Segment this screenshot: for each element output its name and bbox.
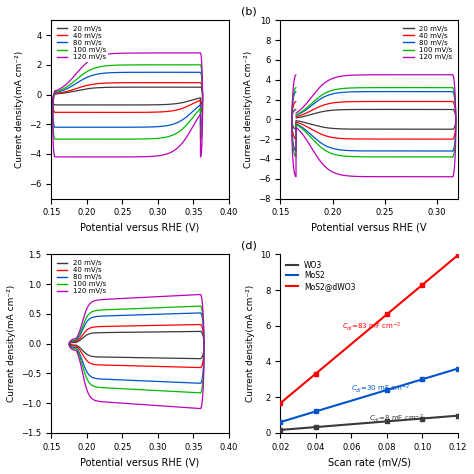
MoS2@dWO3 — [276, 401, 282, 407]
MoS2@dWO3 — [305, 377, 310, 383]
Y-axis label: Current density(mA cm⁻²): Current density(mA cm⁻²) — [244, 51, 253, 168]
MoS2@dWO3 — [447, 259, 453, 264]
MoS2 — [281, 419, 286, 424]
MoS2@dWO3 — [454, 253, 460, 259]
Line: MoS2@dWO3: MoS2@dWO3 — [272, 248, 467, 410]
MoS2@dWO3 — [464, 245, 470, 251]
WO3 — [281, 427, 286, 433]
WO3 — [269, 428, 274, 434]
MoS2 — [276, 419, 282, 425]
MoS2 — [447, 368, 453, 374]
MoS2 — [320, 406, 326, 412]
X-axis label: Scan rate (mV/S): Scan rate (mV/S) — [328, 457, 410, 467]
Legend: 20 mV/s, 40 mV/s, 80 mV/s, 100 mV/s, 120 mV/s: 20 mV/s, 40 mV/s, 80 mV/s, 100 mV/s, 120… — [401, 24, 455, 62]
Text: (b): (b) — [241, 7, 257, 17]
MoS2 — [305, 411, 310, 417]
X-axis label: Potential versus RHE (V: Potential versus RHE (V — [311, 223, 427, 233]
WO3 — [447, 413, 453, 419]
X-axis label: Potential versus RHE (V): Potential versus RHE (V) — [81, 223, 200, 233]
WO3 — [320, 424, 326, 429]
Text: $C_{dl}$=30 mF cm$^{-2}$: $C_{dl}$=30 mF cm$^{-2}$ — [351, 383, 410, 395]
Line: MoS2: MoS2 — [272, 366, 467, 425]
MoS2@dWO3 — [269, 408, 274, 413]
Legend: 20 mV/s, 40 mV/s, 80 mV/s, 100 mV/s, 120 mV/s: 20 mV/s, 40 mV/s, 80 mV/s, 100 mV/s, 120… — [55, 24, 108, 62]
MoS2 — [269, 422, 274, 428]
Line: WO3: WO3 — [272, 415, 467, 431]
WO3 — [305, 425, 310, 430]
MoS2@dWO3 — [320, 365, 326, 370]
WO3 — [276, 427, 282, 433]
WO3 — [454, 413, 460, 419]
Text: $C_{dl}$=8 mF cm$^{-2}$: $C_{dl}$=8 mF cm$^{-2}$ — [369, 412, 424, 425]
MoS2 — [454, 366, 460, 372]
Legend: WO3, MoS2, MoS2@dWO3: WO3, MoS2, MoS2@dWO3 — [284, 258, 358, 293]
Text: (d): (d) — [241, 241, 257, 251]
WO3 — [464, 412, 470, 418]
Legend: 20 mV/s, 40 mV/s, 80 mV/s, 100 mV/s, 120 mV/s: 20 mV/s, 40 mV/s, 80 mV/s, 100 mV/s, 120… — [55, 258, 108, 296]
MoS2@dWO3 — [281, 398, 286, 403]
X-axis label: Potential versus RHE (V): Potential versus RHE (V) — [81, 457, 200, 467]
Text: $C_{dl}$=83 mF cm$^{-2}$: $C_{dl}$=83 mF cm$^{-2}$ — [343, 320, 401, 333]
Y-axis label: Current density(mA cm⁻²): Current density(mA cm⁻²) — [15, 51, 24, 168]
MoS2 — [464, 363, 470, 369]
Y-axis label: Current density(mA cm⁻²): Current density(mA cm⁻²) — [7, 285, 16, 402]
Y-axis label: Current density(mA cm⁻²): Current density(mA cm⁻²) — [246, 285, 255, 402]
